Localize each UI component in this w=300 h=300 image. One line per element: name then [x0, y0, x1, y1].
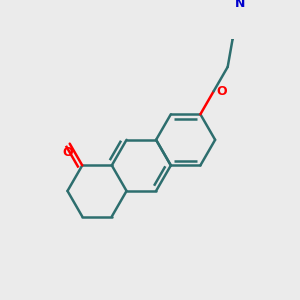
Text: N: N	[235, 0, 245, 10]
Text: O: O	[63, 146, 73, 159]
Text: O: O	[216, 85, 227, 98]
